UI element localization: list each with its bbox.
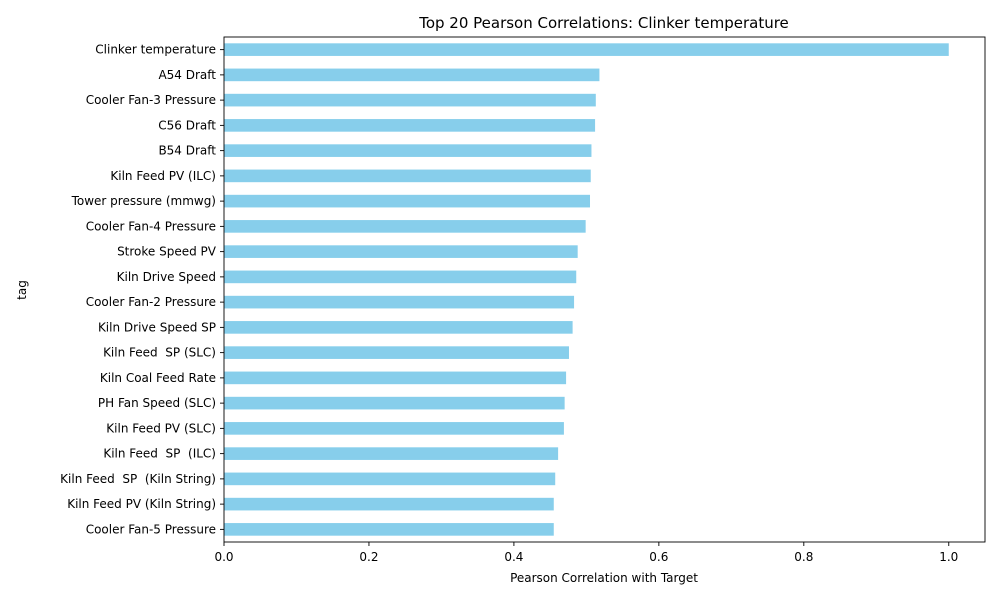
y-tick-label: Cooler Fan-2 Pressure [86,295,216,309]
y-axis-ticks: Clinker temperature A54 Draft Cooler Fan-3… [60,43,224,536]
bar [224,523,554,536]
x-tick-label: 1.0 [939,550,958,564]
bar [224,321,573,334]
bar [224,68,600,82]
bar [224,245,578,258]
bar [224,220,586,233]
y-axis-title: tag [15,280,29,300]
bar [224,270,577,284]
bar [224,119,596,132]
bars-layer [224,43,949,536]
y-tick-label: Cooler Fan-3 Pressure [86,93,216,107]
y-tick-label: Stroke Speed PV [117,245,217,259]
bar [224,43,949,56]
y-tick-label: C56 Draft [158,118,216,132]
y-tick-label: Kiln Feed PV (ILC) [110,169,216,183]
bar [224,472,556,486]
bar [224,346,569,359]
x-tick-label: 0.8 [794,550,813,564]
y-tick-label: PH Fan Speed (SLC) [98,396,216,410]
x-axis-title: Pearson Correlation with Target [510,571,698,585]
y-tick-label: Cooler Fan-4 Pressure [86,219,216,233]
y-tick-label: Cooler Fan-5 Pressure [86,522,216,536]
plot-frame [223,36,986,543]
bar [224,93,596,107]
x-tick-label: 0.6 [649,550,668,564]
y-tick-label: Kiln Coal Feed Rate [100,371,216,385]
x-axis-ticks: 0.0 0.2 0.4 0.6 0.8 1.0 [214,542,958,564]
y-tick-label: Kiln Feed SP (ILC) [103,447,216,461]
bar [224,447,559,460]
y-tick-label: Kiln Feed PV (SLC) [106,421,216,435]
y-tick-label: Kiln Drive Speed [117,270,216,284]
chart-title: Top 20 Pearson Correlations: Clinker tem… [418,14,789,32]
y-tick-label: Kiln Feed PV (Kiln String) [67,497,216,511]
x-tick-label: 0.0 [214,550,233,564]
bar [224,422,564,435]
y-tick-label: Clinker temperature [95,43,216,57]
bar [224,396,565,410]
bar [224,497,554,511]
bar [224,295,575,309]
y-tick-label: Kiln Feed SP (SLC) [103,346,216,360]
y-tick-label: B54 Draft [158,144,216,158]
bar [224,169,591,183]
y-tick-label: Kiln Feed SP (Kiln String) [60,472,216,486]
x-tick-label: 0.4 [504,550,523,564]
bar [224,144,592,157]
x-tick-label: 0.2 [359,550,378,564]
y-tick-label: Tower pressure (mmwg) [71,194,216,208]
y-tick-label: A54 Draft [158,68,216,82]
bar [224,194,591,208]
bar [224,371,567,385]
y-tick-label: Kiln Drive Speed SP [98,320,216,334]
